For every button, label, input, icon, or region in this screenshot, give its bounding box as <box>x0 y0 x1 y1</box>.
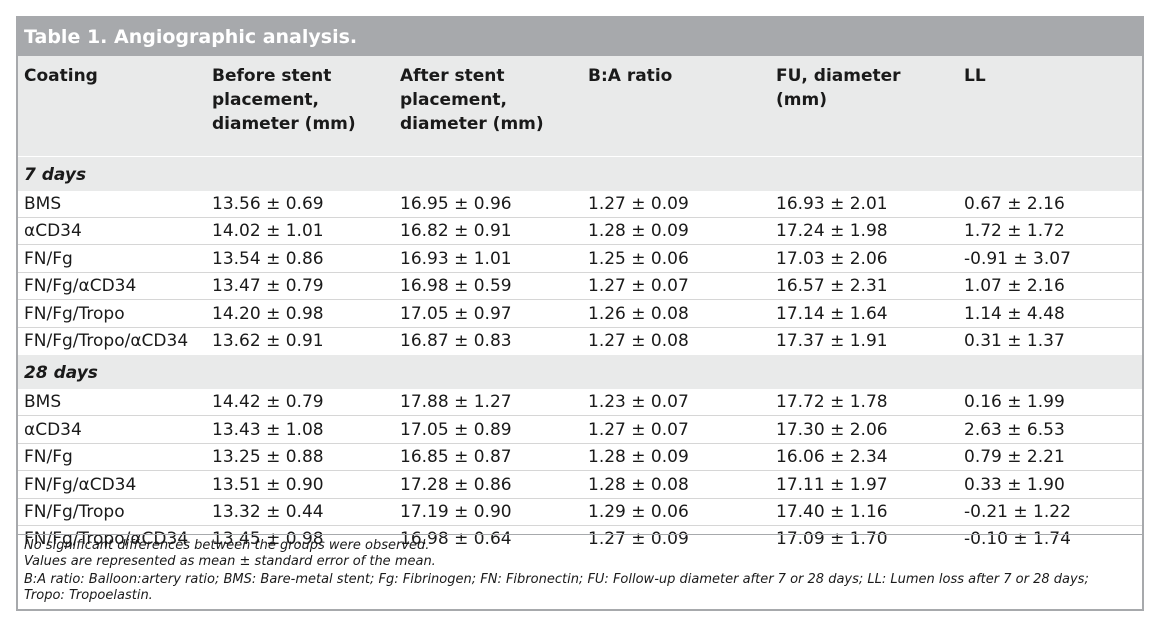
table-row: FN/Fg 13.25 ± 0.88 16.85 ± 0.87 1.28 ± 0.09… <box>18 444 1142 472</box>
cell-ll: 2.63 ± 6.53 <box>964 419 1065 440</box>
cell-ba-ratio: 1.28 ± 0.08 <box>588 474 689 495</box>
cell-fu: 16.57 ± 2.31 <box>776 276 888 297</box>
cell-after: 17.05 ± 0.89 <box>400 419 512 440</box>
footnote: Values are represented as mean ± standar… <box>24 554 436 569</box>
cell-fu: 16.06 ± 2.34 <box>776 447 888 468</box>
group-row: 28 days <box>18 355 1142 390</box>
table-row: FN/Fg/Tropo 13.32 ± 0.44 17.19 ± 0.90 1.29 … <box>18 499 1142 526</box>
cell-coating: BMS <box>24 194 62 214</box>
cell-coating: αCD34 <box>24 419 82 440</box>
cell-fu: 17.11 ± 1.97 <box>776 474 888 495</box>
cell-ll: 0.67 ± 2.16 <box>964 194 1065 214</box>
footnote: B:A ratio: Balloon:artery ratio; BMS: Ba… <box>24 572 1089 587</box>
cell-coating: FN/Fg <box>24 248 73 269</box>
cell-before: 14.42 ± 0.79 <box>212 392 324 413</box>
cell-ba-ratio: 1.25 ± 0.06 <box>588 248 689 269</box>
cell-ll: 1.72 ± 1.72 <box>964 221 1065 242</box>
cell-before: 13.51 ± 0.90 <box>212 474 324 495</box>
cell-fu: 17.40 ± 1.16 <box>776 502 888 522</box>
cell-ba-ratio: 1.29 ± 0.06 <box>588 502 689 522</box>
cell-ll: 1.07 ± 2.16 <box>964 276 1065 297</box>
table-row: FN/Fg/αCD34 13.51 ± 0.90 17.28 ± 0.86 1.28 … <box>18 472 1142 499</box>
table-row: FN/Fg 13.54 ± 0.86 16.93 ± 1.01 1.25 ± 0.06… <box>18 246 1142 273</box>
cell-after: 17.28 ± 0.86 <box>400 474 512 495</box>
table-frame: Table 1. Angiographic analysis. Coating … <box>16 16 1144 611</box>
cell-coating: FN/Fg/αCD34 <box>24 276 137 297</box>
cell-ba-ratio: 1.26 ± 0.08 <box>588 303 689 324</box>
cell-after: 16.95 ± 0.96 <box>400 194 512 214</box>
table-title: Table 1. Angiographic analysis. <box>18 18 1142 56</box>
cell-coating: BMS <box>24 392 62 413</box>
group-row: 7 days <box>18 157 1142 191</box>
cell-ba-ratio: 1.27 ± 0.08 <box>588 331 689 351</box>
table-row: FN/Fg/αCD34 13.47 ± 0.79 16.98 ± 0.59 1.27 … <box>18 273 1142 301</box>
cell-ll: 0.33 ± 1.90 <box>964 474 1065 495</box>
cell-before: 13.56 ± 0.69 <box>212 194 324 214</box>
cell-coating: FN/Fg/Tropo <box>24 303 125 324</box>
header-ba-ratio: B:A ratio <box>588 66 673 86</box>
table-row: BMS 13.56 ± 0.69 16.95 ± 0.96 1.27 ± 0.09 16… <box>18 191 1142 218</box>
header-coating: Coating <box>24 66 98 86</box>
cell-fu: 16.93 ± 2.01 <box>776 194 888 214</box>
cell-ll: -0.91 ± 3.07 <box>964 248 1071 269</box>
cell-before: 14.20 ± 0.98 <box>212 303 324 324</box>
cell-ll: 0.16 ± 1.99 <box>964 392 1065 413</box>
cell-ll: 1.14 ± 4.48 <box>964 303 1065 324</box>
cell-ba-ratio: 1.27 ± 0.07 <box>588 276 689 297</box>
cell-ll: -0.21 ± 1.22 <box>964 502 1071 522</box>
cell-fu: 17.24 ± 1.98 <box>776 221 888 242</box>
cell-after: 17.05 ± 0.97 <box>400 303 512 324</box>
table-row: αCD34 13.43 ± 1.08 17.05 ± 0.89 1.27 ± 0.07… <box>18 417 1142 444</box>
header-before-stent: Before stent placement, diameter (mm) <box>212 66 356 134</box>
cell-after: 16.87 ± 0.83 <box>400 331 512 351</box>
cell-ll: 0.31 ± 1.37 <box>964 331 1065 351</box>
group-label: 28 days <box>24 363 98 384</box>
cell-before: 14.02 ± 1.01 <box>212 221 324 242</box>
cell-fu: 17.03 ± 2.06 <box>776 248 888 269</box>
cell-after: 16.82 ± 0.91 <box>400 221 512 242</box>
cell-coating: FN/Fg/Tropo/αCD34 <box>24 331 189 351</box>
cell-fu: 17.14 ± 1.64 <box>776 303 888 324</box>
cell-before: 13.54 ± 0.86 <box>212 248 324 269</box>
cell-fu: 17.30 ± 2.06 <box>776 419 888 440</box>
footnote: No significant differences between the g… <box>24 538 430 553</box>
cell-ba-ratio: 1.28 ± 0.09 <box>588 447 689 468</box>
cell-fu: 17.72 ± 1.78 <box>776 392 888 413</box>
header-ll: LL <box>964 66 986 86</box>
cell-before: 13.47 ± 0.79 <box>212 276 324 297</box>
table-footnotes: No significant differences between the g… <box>18 534 1142 609</box>
cell-after: 16.93 ± 1.01 <box>400 248 512 269</box>
cell-ba-ratio: 1.27 ± 0.07 <box>588 419 689 440</box>
group-label: 7 days <box>24 165 87 185</box>
table-row: FN/Fg/Tropo/αCD34 13.62 ± 0.91 16.87 ± 0.8… <box>18 328 1142 355</box>
header-after-stent: After stent placement, diameter (mm) <box>400 66 544 134</box>
cell-ll: 0.79 ± 2.21 <box>964 447 1065 468</box>
cell-before: 13.62 ± 0.91 <box>212 331 324 351</box>
header-row: Coating Before stent placement, diameter… <box>18 56 1142 157</box>
header-fu-diameter: FU, diameter (mm) <box>776 66 901 110</box>
cell-ba-ratio: 1.23 ± 0.07 <box>588 392 689 413</box>
footnote: Tropo: Tropoelastin. <box>24 588 153 603</box>
cell-ba-ratio: 1.28 ± 0.09 <box>588 221 689 242</box>
table-row: BMS 14.42 ± 0.79 17.88 ± 1.27 1.23 ± 0.07 17… <box>18 389 1142 417</box>
cell-after: 16.98 ± 0.59 <box>400 276 512 297</box>
cell-after: 17.19 ± 0.90 <box>400 502 512 522</box>
cell-coating: FN/Fg <box>24 447 73 468</box>
cell-before: 13.43 ± 1.08 <box>212 419 324 440</box>
cell-before: 13.32 ± 0.44 <box>212 502 324 522</box>
cell-ba-ratio: 1.27 ± 0.09 <box>588 194 689 214</box>
cell-coating: FN/Fg/Tropo <box>24 502 125 522</box>
cell-before: 13.25 ± 0.88 <box>212 447 324 468</box>
cell-after: 17.88 ± 1.27 <box>400 392 512 413</box>
cell-coating: FN/Fg/αCD34 <box>24 474 137 495</box>
cell-coating: αCD34 <box>24 221 82 242</box>
table-row: FN/Fg/Tropo 14.20 ± 0.98 17.05 ± 0.97 1.26 … <box>18 301 1142 328</box>
cell-fu: 17.37 ± 1.91 <box>776 331 888 351</box>
table-row: αCD34 14.02 ± 1.01 16.82 ± 0.91 1.28 ± 0.09… <box>18 218 1142 246</box>
cell-after: 16.85 ± 0.87 <box>400 447 512 468</box>
